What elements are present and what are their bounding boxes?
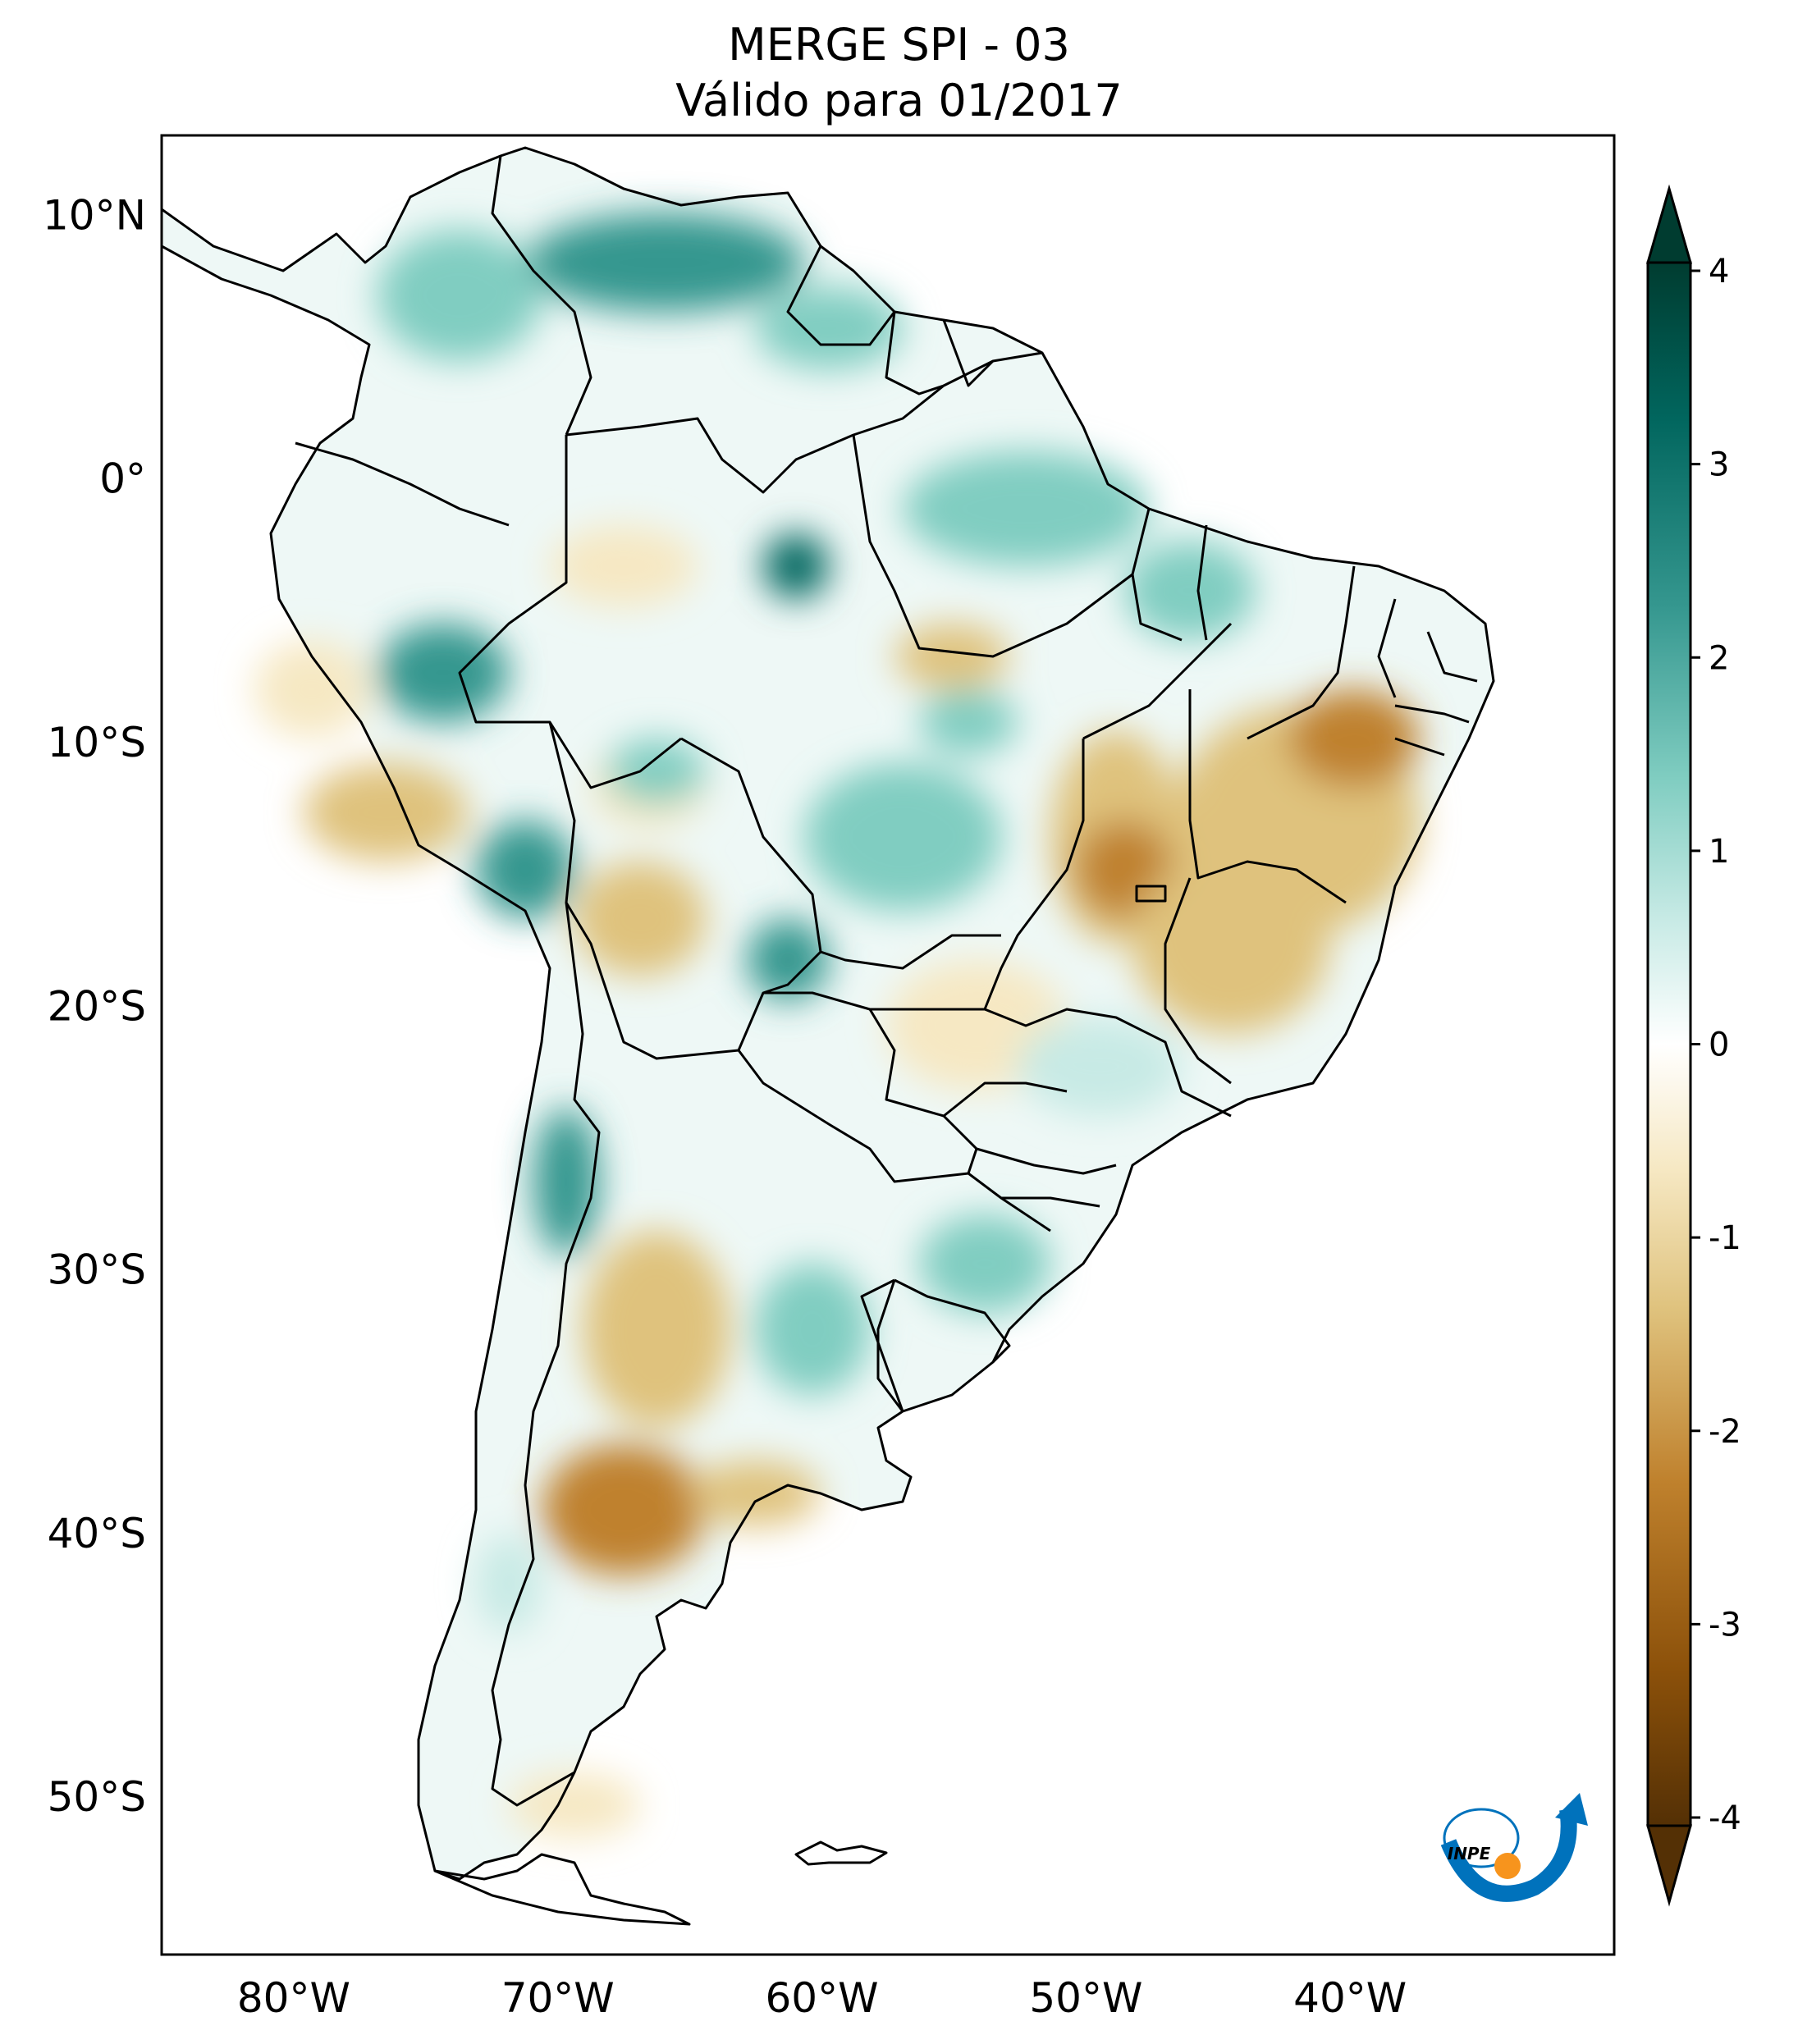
colorbar-tick-label: 4 <box>1709 253 1729 290</box>
lat-tick-label: 10°S <box>48 719 146 766</box>
lat-tick-label: 0° <box>99 455 146 503</box>
logo-orbit-icon <box>1443 1808 1520 1868</box>
lat-tick-label: 10°N <box>43 191 146 239</box>
colorbar-tick-label: -2 <box>1709 1413 1741 1451</box>
border-colombia-venezuela <box>491 155 592 436</box>
lat-tick-label: 20°S <box>48 982 146 1030</box>
colorbar-tick-label: -4 <box>1709 1799 1741 1837</box>
border-uruguay <box>876 1278 1011 1412</box>
logo-text: INPE <box>1448 1844 1491 1863</box>
colorbar-gradient <box>1646 261 1692 1827</box>
lon-tick-label: 40°W <box>1293 1974 1407 2022</box>
lat-tick-label: 40°S <box>48 1510 146 1557</box>
inpe-logo: INPE <box>1440 1793 1588 1902</box>
border-ecuador <box>295 441 510 527</box>
colorbar-tick-label: 1 <box>1709 833 1729 871</box>
border-brazil-states <box>860 508 1478 1412</box>
border-brazil-north <box>565 351 1043 494</box>
coastline <box>162 146 1495 1881</box>
map-subtitle: Válido para 01/2017 <box>675 75 1123 126</box>
lon-axis: 80°W 70°W 60°W 50°W 40°W <box>237 1974 1407 2022</box>
map-title: MERGE SPI - 03 <box>728 19 1070 71</box>
colorbar-tick-label: 2 <box>1709 639 1729 677</box>
colorbar-tick-label: 3 <box>1709 446 1729 484</box>
colorbar: 4 3 2 1 0 -1 -2 -3 -4 <box>1646 184 1741 1907</box>
map-frame <box>160 134 1616 1956</box>
border-central-brazil <box>820 434 1133 970</box>
colorbar-tick-label: -1 <box>1709 1219 1741 1257</box>
logo-swoosh-icon <box>1440 1808 1577 1902</box>
logo-arrow-icon <box>1555 1793 1588 1826</box>
tierra-del-fuego <box>433 1853 691 1926</box>
lon-tick-label: 50°W <box>1029 1974 1142 2022</box>
lat-tick-label: 50°S <box>48 1773 146 1821</box>
colorbar-tick-label: 0 <box>1709 1027 1729 1064</box>
colorbar-bottom-arrow <box>1646 1824 1692 1907</box>
lon-tick-label: 80°W <box>237 1974 350 2022</box>
border-peru-brazil <box>458 435 682 789</box>
colorbar-ticks: 4 3 2 1 0 -1 -2 -3 -4 <box>1690 253 1741 1837</box>
border-bolivia <box>548 721 822 1060</box>
lon-tick-label: 70°W <box>501 1974 615 2022</box>
border-guianas <box>786 245 995 396</box>
border-argentina-chile <box>491 902 601 1807</box>
colorbar-top-arrow <box>1646 184 1692 264</box>
colorbar-tick-label: -3 <box>1709 1606 1741 1644</box>
border-df <box>1135 885 1167 903</box>
map-area <box>162 135 1614 1955</box>
falklands <box>794 1841 888 1866</box>
lat-axis: 10°N 0° 10°S 20°S 30°S 40°S 50°S <box>43 191 146 1821</box>
political-borders <box>162 146 1495 1926</box>
logo-sun-icon <box>1494 1853 1521 1879</box>
lat-tick-label: 30°S <box>48 1246 146 1294</box>
lon-tick-label: 60°W <box>766 1974 879 2022</box>
